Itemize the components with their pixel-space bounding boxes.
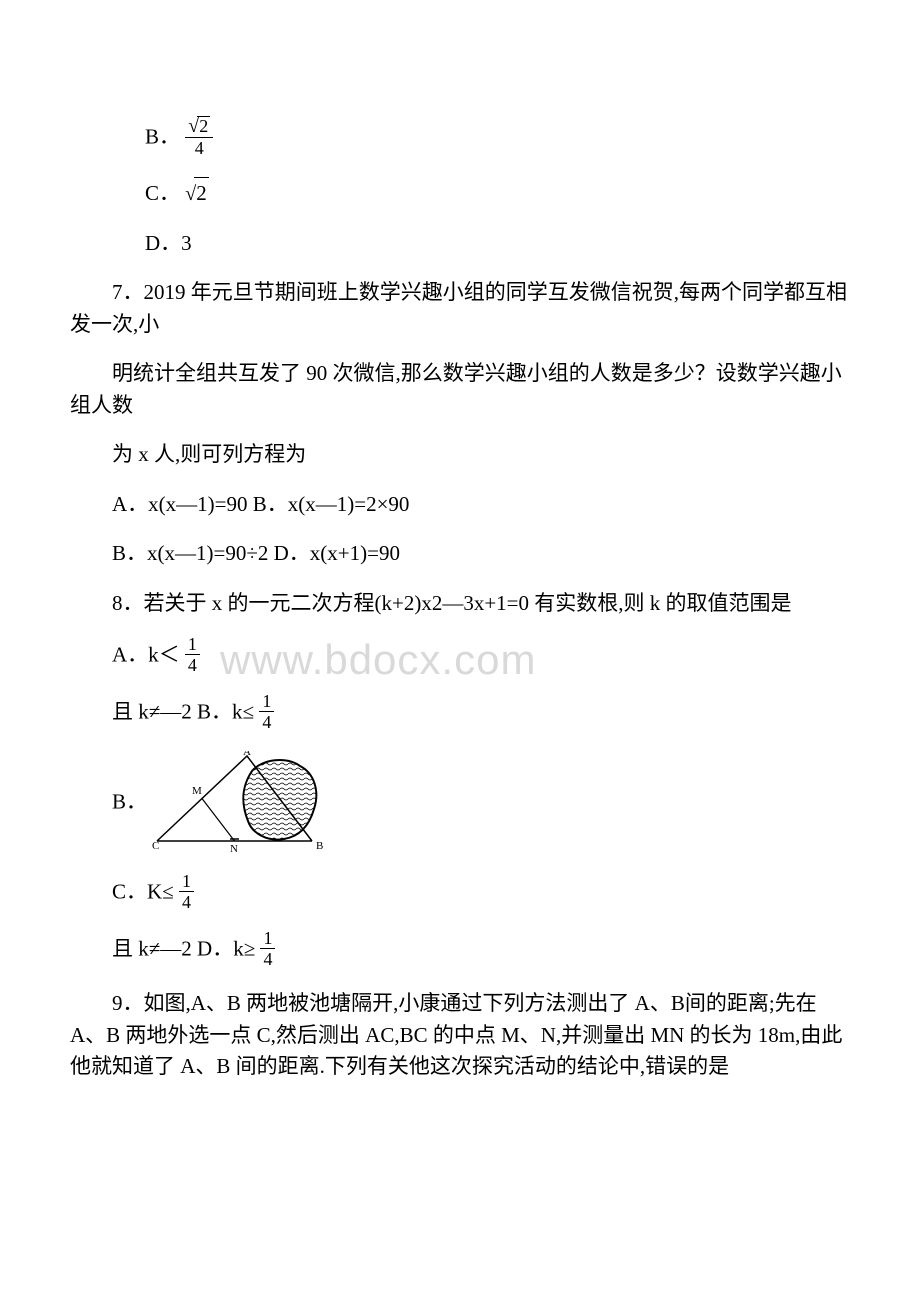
q8-b-label: B． — [112, 789, 147, 813]
q8-d-den: 4 — [260, 949, 275, 968]
q6-b-label: B． — [145, 124, 180, 148]
q8-c-fraction: 1 4 — [179, 872, 194, 911]
q8-stem: 8．若关于 x 的一元二次方程(k+2)x2—3x+1=0 有实数根,则 k 的… — [70, 588, 850, 620]
q6-option-c: C． 2 — [145, 177, 850, 210]
q6-b-fraction: 2 4 — [185, 116, 213, 157]
q8-a-prefix: A．k＜ — [112, 642, 180, 666]
q6-d-label: D． — [145, 231, 181, 255]
q8-option-b: B． A B C M N — [112, 751, 850, 856]
q8-d-num: 1 — [260, 929, 275, 949]
q8-a2-prefix: 且 k≠—2 B．k≤ — [112, 699, 254, 723]
fig-label-m: M — [192, 785, 202, 797]
q8-a2-fraction: 1 4 — [259, 692, 274, 731]
q8-d-prefix: 且 k≠—2 D．k≥ — [112, 936, 255, 960]
q6-c-label: C． — [145, 181, 180, 205]
q8-a2-num: 1 — [259, 692, 274, 712]
q8-option-d: 且 k≠—2 D．k≥ 1 4 — [112, 931, 850, 970]
q6-b-sqrt-radicand: 2 — [197, 116, 210, 135]
q9-stem: 9．如图,A、B 两地被池塘隔开,小康通过下列方法测出了 A、B间的距离;先在 … — [70, 988, 850, 1083]
fig-label-c: C — [152, 840, 159, 852]
q6-d-value: 3 — [181, 231, 192, 255]
q8-option-a-cont: 且 k≠—2 B．k≤ 1 4 — [112, 694, 850, 733]
q8-d-fraction: 1 4 — [260, 929, 275, 968]
q8-c-den: 4 — [179, 892, 194, 911]
pond-triangle-figure: A B C M N — [152, 751, 327, 856]
q6-c-sqrt: 2 — [185, 177, 208, 210]
q6-c-radicand: 2 — [194, 177, 209, 210]
q6-option-b: B． 2 4 — [145, 118, 850, 159]
fig-label-a: A — [243, 751, 251, 758]
q8-c-prefix: C．K≤ — [112, 879, 174, 903]
q7-option-row1: A．x(x—1)=90 B．x(x—1)=2×90 — [112, 489, 850, 521]
q7-line2: 明统计全组共互发了 90 次微信,那么数学兴趣小组的人数是多少？设数学兴趣小组人… — [70, 358, 850, 421]
q8-a2-den: 4 — [259, 712, 274, 731]
q6-option-d: D．3 — [145, 228, 850, 260]
q8-a-den: 4 — [185, 655, 200, 674]
q7-line3: 为 x 人,则可列方程为 — [70, 439, 850, 471]
fig-label-n: N — [230, 843, 238, 855]
fig-label-b: B — [316, 840, 323, 852]
q8-option-c: C．K≤ 1 4 — [112, 874, 850, 913]
q8-a-fraction: 1 4 — [185, 635, 200, 674]
q7-option-row2: B．x(x—1)=90÷2 D．x(x+1)=90 — [112, 538, 850, 570]
q6-b-denominator: 4 — [185, 138, 213, 157]
q8-option-a: A．k＜ 1 4 — [112, 637, 850, 676]
q8-c-num: 1 — [179, 872, 194, 892]
q8-a-num: 1 — [185, 635, 200, 655]
q7-line1: 7．2019 年元旦节期间班上数学兴趣小组的同学互发微信祝贺,每两个同学都互相发… — [70, 277, 850, 340]
